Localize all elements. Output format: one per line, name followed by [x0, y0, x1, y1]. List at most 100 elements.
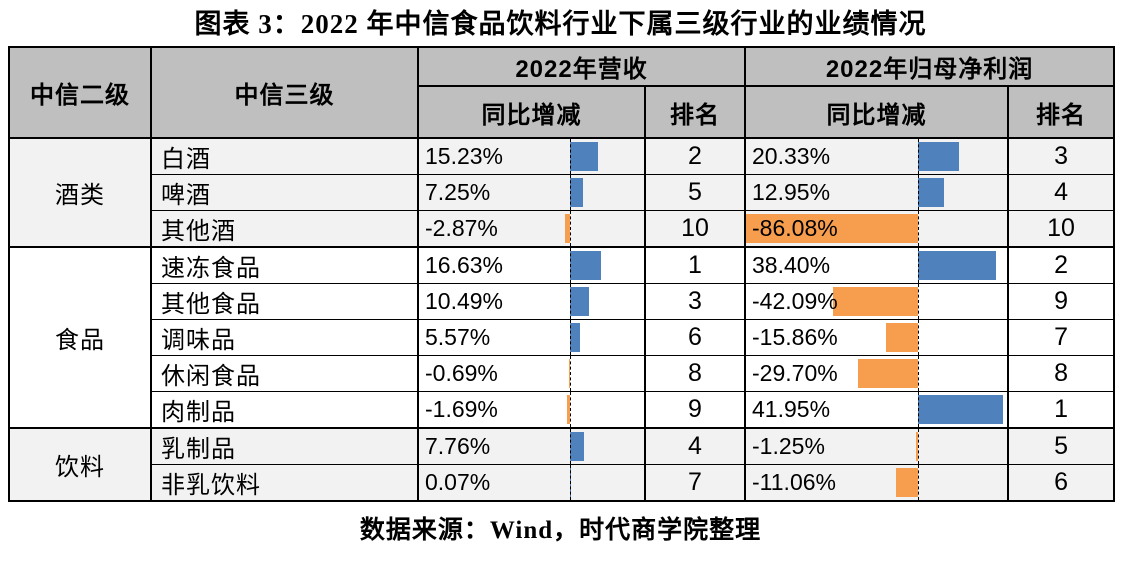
- rev-yoy-value: 5.57%: [425, 324, 491, 350]
- profit-bar-wrap: 38.40%: [747, 248, 1006, 283]
- rev-bar-wrap: -2.87%: [420, 211, 643, 246]
- rev-yoy-cell: -0.69%: [417, 355, 646, 392]
- rev-bar-wrap: 15.23%: [420, 139, 643, 174]
- rev-bar-wrap: 16.63%: [420, 248, 643, 283]
- industry-label-cell: 啤酒: [150, 174, 419, 211]
- profit-data-bar: [747, 214, 919, 243]
- rev-yoy-value: 7.76%: [425, 433, 491, 459]
- profit-yoy-cell: -15.86%: [744, 319, 1010, 356]
- profit-yoy-value: -11.06%: [752, 469, 836, 495]
- profit-rank-cell: 6: [1007, 464, 1116, 502]
- data-source-caption: 数据来源：Wind，时代商学院整理: [359, 517, 762, 544]
- profit-data-bar: [895, 468, 918, 497]
- profit-rank-cell: 2: [1007, 246, 1116, 284]
- zero-axis-line: [918, 429, 920, 464]
- profit-yoy-cell: 41.95%: [744, 391, 1010, 429]
- table-row: 其他酒 -2.87% 10 -86.08% 10: [9, 210, 1116, 248]
- profit-bar-wrap: 20.33%: [747, 139, 1006, 174]
- header-profit-rank: 排名: [1007, 85, 1116, 139]
- rev-rank-cell: 4: [643, 427, 747, 465]
- rev-rank-cell: 3: [643, 283, 747, 320]
- group-label-cell: 食品: [8, 246, 152, 429]
- profit-bar-wrap: -86.08%: [747, 211, 1006, 246]
- rev-yoy-cell: 5.57%: [417, 319, 646, 356]
- rev-data-bar: [566, 395, 570, 424]
- profit-yoy-cell: -86.08%: [744, 210, 1010, 248]
- rev-rank-cell: 1: [643, 246, 747, 284]
- zero-axis-line: [918, 139, 920, 174]
- header-profit-group: 2022年归母净利润: [744, 46, 1116, 87]
- rev-yoy-cell: 16.63%: [417, 246, 646, 284]
- profit-rank-cell: 7: [1007, 319, 1116, 356]
- profit-data-bar: [858, 359, 919, 388]
- profit-data-bar: [833, 287, 919, 316]
- profit-bar-wrap: 41.95%: [747, 392, 1006, 427]
- industry-label-cell: 其他酒: [150, 210, 419, 248]
- profit-yoy-value: 41.95%: [752, 396, 831, 422]
- profit-rank-cell: 8: [1007, 355, 1116, 392]
- profit-rank-cell: 9: [1007, 283, 1116, 320]
- header-revenue-yoy: 同比增减: [417, 85, 646, 139]
- profit-bar-wrap: 12.95%: [747, 175, 1006, 210]
- profit-data-bar: [915, 432, 919, 461]
- zero-axis-line: [918, 248, 920, 283]
- profit-data-bar: [918, 251, 996, 280]
- rev-yoy-cell: 7.25%: [417, 174, 646, 211]
- zero-axis-line: [570, 465, 571, 500]
- header-row-top: 中信二级 中信三级 2022年营收 2022年归母净利润: [8, 46, 1116, 139]
- rev-yoy-value: 16.63%: [425, 252, 504, 278]
- table-header: 中信二级 中信三级 2022年营收 2022年归母净利润 同比增减 排名 同比增…: [8, 46, 1116, 139]
- profit-data-bar: [886, 323, 919, 352]
- header-row-sub: 同比增减 排名 同比增减 排名: [9, 85, 1116, 139]
- zero-axis-line: [918, 284, 920, 319]
- table-row: 啤酒 7.25% 5 12.95% 4: [9, 174, 1116, 211]
- industry-label-cell: 其他食品: [150, 283, 419, 320]
- rev-rank-cell: 2: [643, 137, 747, 175]
- table-body: 酒类 白酒 15.23% 2 20.33% 3 啤酒 7.25% 5 12.95% 4 其他酒 -2.8…: [8, 137, 1116, 502]
- profit-rank-cell: 10: [1007, 210, 1116, 248]
- rev-yoy-value: -2.87%: [425, 215, 498, 241]
- industry-label-cell: 白酒: [150, 137, 419, 175]
- profit-data-bar: [918, 395, 1003, 424]
- rev-rank-cell: 5: [643, 174, 747, 211]
- rev-yoy-value: 0.07%: [425, 469, 491, 495]
- rev-rank-cell: 8: [643, 355, 747, 392]
- rev-rank-cell: 9: [643, 391, 747, 429]
- zero-axis-line: [570, 284, 571, 319]
- profit-bar-wrap: -15.86%: [747, 320, 1006, 355]
- profit-bar-wrap: -1.25%: [747, 429, 1006, 464]
- profit-yoy-cell: 12.95%: [744, 174, 1010, 211]
- header-revenue-rank: 排名: [643, 85, 747, 139]
- profit-yoy-cell: -42.09%: [744, 283, 1010, 320]
- rev-yoy-cell: 15.23%: [417, 137, 646, 175]
- zero-axis-line: [570, 175, 571, 210]
- profit-rank-cell: 4: [1007, 174, 1116, 211]
- rev-rank-cell: 7: [643, 464, 747, 502]
- profit-yoy-value: -29.70%: [752, 360, 838, 386]
- rev-bar-wrap: 7.76%: [420, 429, 643, 464]
- profit-yoy-value: -1.25%: [752, 433, 825, 459]
- profit-data-bar: [918, 142, 960, 171]
- profit-bar-wrap: -29.70%: [747, 356, 1006, 391]
- table-row: 调味品 5.57% 6 -15.86% 7: [9, 319, 1116, 356]
- profit-yoy-value: 12.95%: [752, 179, 831, 205]
- profit-bar-wrap: -42.09%: [747, 284, 1006, 319]
- profit-yoy-cell: -1.25%: [744, 427, 1010, 465]
- zero-axis-line: [918, 175, 920, 210]
- rev-yoy-value: -1.69%: [425, 396, 498, 422]
- profit-yoy-cell: 38.40%: [744, 246, 1010, 284]
- performance-table: 中信二级 中信三级 2022年营收 2022年归母净利润 同比增减 排名 同比增…: [8, 46, 1116, 502]
- rev-data-bar: [570, 323, 581, 352]
- zero-axis-line: [918, 320, 920, 355]
- profit-yoy-cell: 20.33%: [744, 137, 1010, 175]
- profit-yoy-value: 38.40%: [752, 252, 831, 278]
- rev-yoy-cell: 7.76%: [417, 427, 646, 465]
- industry-label-cell: 乳制品: [150, 427, 419, 465]
- group-label-cell: 饮料: [8, 427, 152, 502]
- rev-rank-cell: 6: [643, 319, 747, 356]
- table-row: 非乳饮料 0.07% 7 -11.06% 6: [9, 464, 1116, 502]
- industry-label-cell: 速冻食品: [150, 246, 419, 284]
- profit-bar-wrap: -11.06%: [747, 465, 1006, 500]
- profit-yoy-value: 20.33%: [752, 143, 831, 169]
- zero-axis-line: [918, 356, 920, 391]
